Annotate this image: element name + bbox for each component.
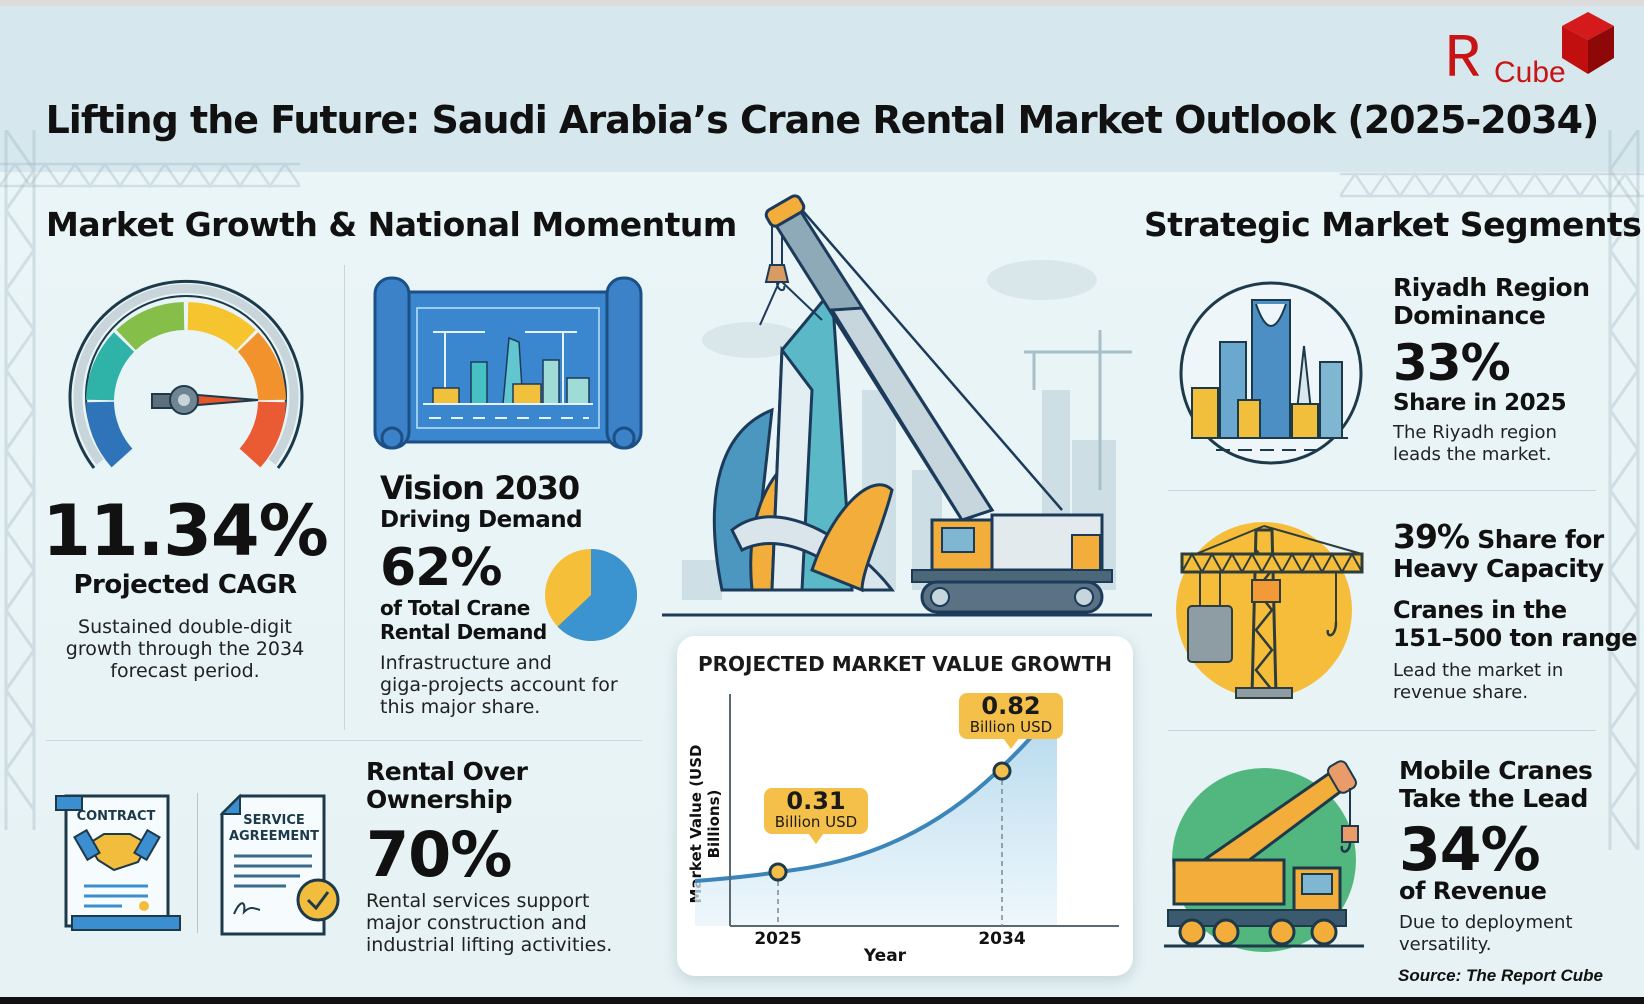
svg-text:AGREEMENT: AGREEMENT xyxy=(229,829,319,844)
rental-description-line: Rental services support xyxy=(366,890,590,912)
riyadh-value: 33% xyxy=(1393,334,1511,392)
cagr-label: Projected CAGR xyxy=(73,570,298,600)
left-section-title: Market Growth & National Momentum xyxy=(46,205,737,244)
riyadh-description-line: The Riyadh region xyxy=(1393,422,1557,443)
svg-text:SERVICE: SERVICE xyxy=(243,813,305,828)
logo-text: Cube xyxy=(1494,56,1566,89)
heavy-subtitle: Cranes in the 151–500 ton range xyxy=(1393,596,1638,652)
callout-2025: 0.31 Billion USD xyxy=(764,787,868,844)
mobile-crane-truck-icon xyxy=(1164,760,1364,952)
callout-value: 0.31 xyxy=(786,787,846,815)
chart-plot-area xyxy=(694,694,1119,927)
riyadh-title-line: Riyadh Region xyxy=(1393,273,1590,302)
heavy-subtitle-line: 151–500 ton range xyxy=(1393,624,1638,652)
riyadh-title: Riyadh Region Dominance xyxy=(1393,274,1590,330)
mobile-description-line: Due to deployment xyxy=(1399,912,1573,933)
logo-mark: Я xyxy=(1444,25,1483,90)
callout-2034: 0.82 Billion USD xyxy=(959,692,1063,749)
mobile-value: 34% xyxy=(1399,815,1541,885)
x-tick-2034: 2034 xyxy=(978,929,1026,949)
mobile-title-line: Mobile Cranes xyxy=(1399,756,1593,785)
vision-description: Infrastructure and giga-projects account… xyxy=(380,652,618,718)
vision-label-line: Rental Demand xyxy=(380,620,547,644)
cagr-value: 11.34% xyxy=(42,490,329,572)
mobile-title: Mobile Cranes Take the Lead xyxy=(1399,756,1593,813)
header-band xyxy=(0,6,1644,172)
heavy-title-rest: Share for xyxy=(1477,525,1604,554)
rental-description: Rental services support major constructi… xyxy=(366,890,612,956)
riyadh-title-line: Dominance xyxy=(1393,301,1546,330)
mobile-label: of Revenue xyxy=(1399,877,1547,905)
callout-value: 0.82 xyxy=(981,692,1041,720)
mobile-title-line: Take the Lead xyxy=(1399,784,1588,813)
left-row-divider xyxy=(46,740,642,741)
vision-pie-chart xyxy=(545,549,638,641)
chart-x-axis-label: Year xyxy=(863,946,907,966)
background-crane-jib-right-icon xyxy=(1340,171,1644,199)
column-divider xyxy=(344,265,345,730)
vision-subtitle: Driving Demand xyxy=(380,507,583,533)
red-cube-icon xyxy=(1562,12,1614,74)
source-credit: Source: The Report Cube xyxy=(1398,966,1603,985)
doc-divider xyxy=(197,793,198,933)
top-strip xyxy=(0,0,1644,6)
right-row-divider-2 xyxy=(1168,730,1596,731)
chart-title: PROJECTED MARKET VALUE GROWTH xyxy=(697,652,1112,676)
svg-text:CONTRACT: CONTRACT xyxy=(77,809,156,824)
speedometer-gauge-icon xyxy=(68,279,304,469)
mobile-description: Due to deployment versatility. xyxy=(1399,912,1573,956)
cagr-description-line: Sustained double-digit xyxy=(78,616,292,638)
right-section-title: Strategic Market Segments xyxy=(1144,205,1642,244)
x-tick-2025: 2025 xyxy=(754,929,802,949)
tower-crane-icon xyxy=(1176,522,1364,699)
callout-unit: Billion USD xyxy=(774,813,858,831)
callout-unit: Billion USD xyxy=(969,718,1053,736)
vision-value: 62% xyxy=(380,538,502,598)
riyadh-label: Share in 2025 xyxy=(1393,390,1567,416)
vision-title: Vision 2030 xyxy=(380,469,580,507)
riyadh-description-line: leads the market. xyxy=(1393,444,1552,465)
heavy-value: 39% xyxy=(1393,517,1470,556)
heavy-title: 39% Share for Heavy Capacity xyxy=(1393,520,1604,583)
rental-description-line: industrial lifting activities. xyxy=(366,934,613,956)
vision-description-line: this major share. xyxy=(380,696,541,718)
riyadh-skyline-icon xyxy=(1179,281,1363,465)
right-row-divider xyxy=(1168,490,1596,491)
blueprint-city-icon xyxy=(373,276,643,450)
rental-value: 70% xyxy=(366,818,512,891)
background-crane-lattice-right-icon xyxy=(1608,130,1640,850)
rental-description-line: major construction and xyxy=(366,912,587,934)
crawler-crane-lifting-building-icon xyxy=(662,194,1152,617)
heavy-description-line: revenue share. xyxy=(1393,682,1529,703)
rental-title: Rental Over Ownership xyxy=(366,757,528,814)
cagr-description-line: growth through the 2034 xyxy=(65,638,305,660)
cagr-description: Sustained double-digit growth through th… xyxy=(30,616,340,682)
rental-title-line: Ownership xyxy=(366,785,513,814)
riyadh-description: The Riyadh region leads the market. xyxy=(1393,422,1557,466)
heavy-description: Lead the market in revenue share. xyxy=(1393,660,1563,704)
bottom-strip xyxy=(0,997,1644,1004)
heavy-title-line-2: Heavy Capacity xyxy=(1393,554,1604,583)
background-crane-jib-left-icon xyxy=(0,161,300,189)
rental-title-line: Rental Over xyxy=(366,757,528,786)
cagr-description-line: forecast period. xyxy=(110,660,260,682)
mobile-description-line: versatility. xyxy=(1399,934,1492,955)
heavy-title-line-1: 39% Share for xyxy=(1393,520,1604,554)
service-agreement-document-icon: SERVICE AGREEMENT xyxy=(219,793,340,936)
heavy-subtitle-line: Cranes in the xyxy=(1393,596,1567,624)
vision-description-line: giga-projects account for xyxy=(380,674,618,696)
vision-description-line: Infrastructure and xyxy=(380,652,552,674)
market-value-chart-card: PROJECTED MARKET VALUE GROWTH Market Val… xyxy=(677,636,1133,976)
vision-label: of Total Crane Rental Demand xyxy=(380,596,547,644)
report-cube-logo: Я Cube xyxy=(1444,12,1624,92)
background-crane-lattice-left-icon xyxy=(4,130,36,830)
page-title: Lifting the Future: Saudi Arabia’s Crane… xyxy=(45,98,1600,142)
contract-document-icon: CONTRACT xyxy=(55,794,181,931)
heavy-description-line: Lead the market in xyxy=(1393,660,1564,681)
vision-label-line: of Total Crane xyxy=(380,596,530,620)
